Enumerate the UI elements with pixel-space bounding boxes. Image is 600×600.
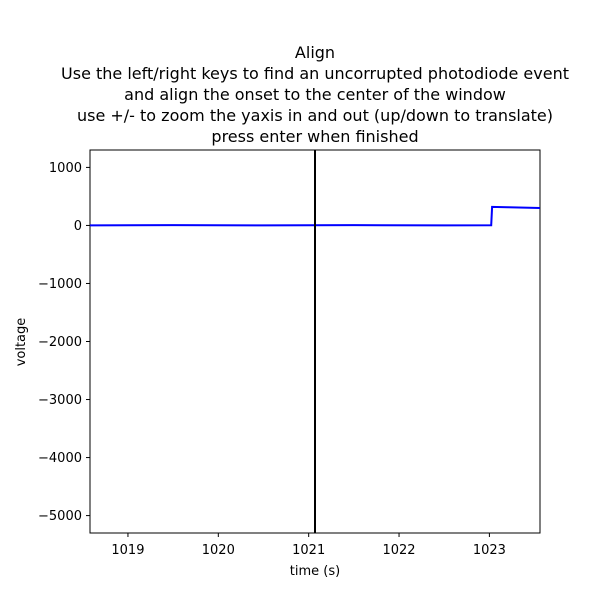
x-tick-label: 1019 <box>111 543 144 558</box>
y-tick-label: −4000 <box>38 451 82 466</box>
y-tick-label: −2000 <box>38 335 82 350</box>
y-tick-label: −1000 <box>38 277 82 292</box>
title-line: Use the left/right keys to find an uncor… <box>61 64 569 83</box>
y-tick-label: 0 <box>74 219 82 234</box>
title-line: and align the onset to the center of the… <box>124 85 506 104</box>
y-axis-ticks: 1000 0 −1000 −2000 −3000 −4000 −5000 <box>38 161 90 524</box>
series-layer <box>90 205 540 227</box>
x-tick-label: 1022 <box>382 543 415 558</box>
y-tick-label: −3000 <box>38 393 82 408</box>
title-line: Align <box>294 43 336 62</box>
y-tick-label: −5000 <box>38 509 82 524</box>
x-axis-label: time (s) <box>290 564 340 579</box>
title-line: use +/- to zoom the yaxis in and out (up… <box>76 106 554 125</box>
y-axis-label: voltage <box>14 318 29 367</box>
title-line: press enter when finished <box>211 127 419 146</box>
y-tick-label: 1000 <box>49 161 82 176</box>
x-axis-ticks: 1019 1020 1021 1022 1023 <box>111 533 506 558</box>
series-line-0 <box>90 205 540 227</box>
x-tick-label: 1020 <box>202 543 235 558</box>
x-tick-label: 1023 <box>473 543 506 558</box>
x-tick-label: 1021 <box>292 543 325 558</box>
